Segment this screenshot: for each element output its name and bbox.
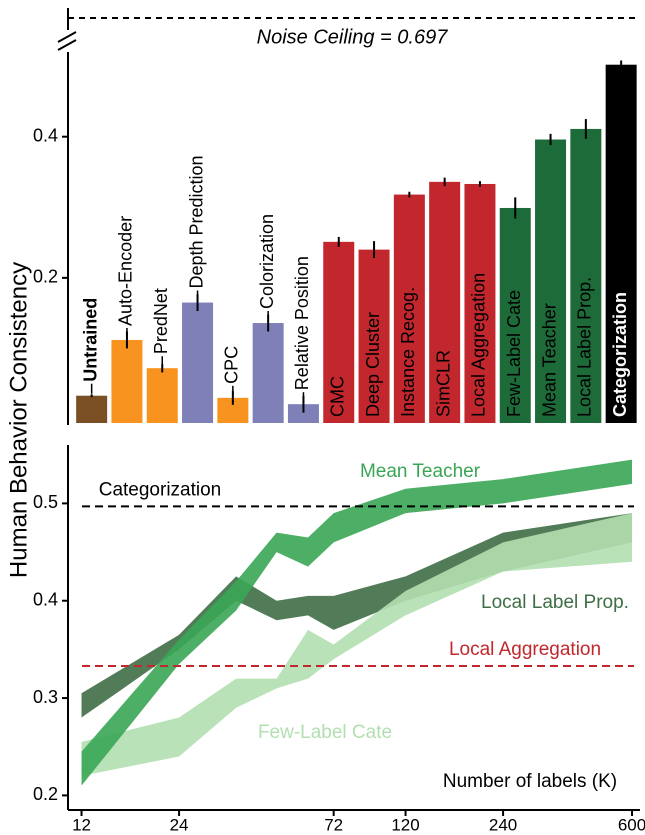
noise-ceiling-label: Noise Ceiling = 0.697 xyxy=(257,26,449,48)
bar xyxy=(393,194,425,423)
y-axis-label: Human Behavior Consistency xyxy=(5,262,32,578)
bar-label: Local Label Prop. xyxy=(575,277,595,417)
y-tick-label: 0.2 xyxy=(33,784,58,804)
series-label: Local Label Prop. xyxy=(481,592,629,613)
bar-label: Untrained xyxy=(80,298,100,382)
bar xyxy=(358,249,390,423)
bar-label: Mean Teacher xyxy=(539,303,559,417)
x-tick-label: 120 xyxy=(391,815,419,834)
x-tick-label: 72 xyxy=(324,815,343,834)
bar xyxy=(111,339,143,423)
band xyxy=(81,513,633,776)
axis-break xyxy=(57,31,77,43)
bar-label: Colorization xyxy=(257,214,277,309)
bar xyxy=(76,395,108,423)
bar-label: Relative Position xyxy=(292,256,312,390)
bar-label: Categorization xyxy=(610,292,630,417)
x-tick-label: 600 xyxy=(618,815,645,834)
y-tick-label: 0.5 xyxy=(33,492,58,512)
axis-break xyxy=(57,39,77,51)
y-tick-label: 0.4 xyxy=(33,589,58,609)
bar-label: Few-Label Cate xyxy=(504,290,524,417)
y-tick-label: 0.2 xyxy=(33,267,58,287)
bar xyxy=(535,139,567,423)
x-axis-label: Number of labels (K) xyxy=(443,771,617,792)
y-tick-label: 0.3 xyxy=(33,687,58,707)
bar xyxy=(570,128,602,424)
bar-label: Local Aggregation xyxy=(469,273,489,417)
bar xyxy=(287,404,319,423)
bar-label: CPC xyxy=(222,346,242,384)
bar-label: Depth Prediction xyxy=(186,155,206,288)
bar-label: Instance Recog. xyxy=(398,287,418,417)
bar xyxy=(323,241,355,423)
reference-label: Categorization xyxy=(99,479,222,500)
bar-label: CMC xyxy=(328,376,348,417)
bar xyxy=(499,207,531,423)
y-tick-label: 0.4 xyxy=(33,125,58,145)
bar xyxy=(464,183,496,423)
bar-label: Auto-Encoder xyxy=(116,216,136,326)
series-label: Few-Label Cate xyxy=(258,722,392,743)
bar xyxy=(605,64,637,423)
bar xyxy=(429,181,461,423)
bar-label: SimCLR xyxy=(433,350,453,417)
reference-label: Local Aggregation xyxy=(449,639,601,660)
bar-label: Deep Cluster xyxy=(363,312,383,417)
bar xyxy=(182,302,214,423)
x-tick-label: 240 xyxy=(489,815,517,834)
bar xyxy=(252,323,284,423)
series-label: Mean Teacher xyxy=(360,461,481,482)
x-tick-label: 12 xyxy=(72,815,91,834)
bar-label: PredNet xyxy=(151,288,171,354)
band xyxy=(81,459,633,786)
bar xyxy=(146,368,178,423)
x-tick-label: 24 xyxy=(170,815,189,834)
